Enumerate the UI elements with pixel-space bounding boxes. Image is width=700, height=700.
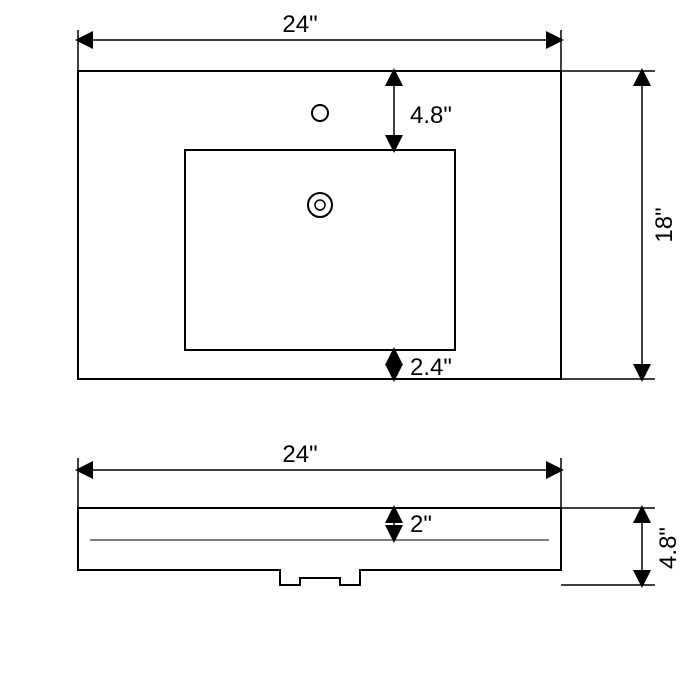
drain-hole-inner [315, 200, 325, 210]
dim-side-width-label: 24" [282, 441, 317, 468]
dim-faucet-label: 4.8" [410, 102, 452, 129]
dim-top-width-label: 24" [282, 11, 317, 38]
dim-bottomgap-label: 2.4" [410, 354, 452, 381]
sideview-outline [78, 508, 561, 585]
dim-thickness-label: 2" [410, 511, 432, 538]
dim-side-height-label: 4.8" [655, 527, 682, 569]
faucet-hole [312, 105, 328, 121]
topview-inner-basin [185, 150, 455, 350]
drain-hole-outer [308, 193, 332, 217]
dim-top-height-label: 18" [651, 207, 678, 242]
topview-outer [78, 71, 561, 379]
